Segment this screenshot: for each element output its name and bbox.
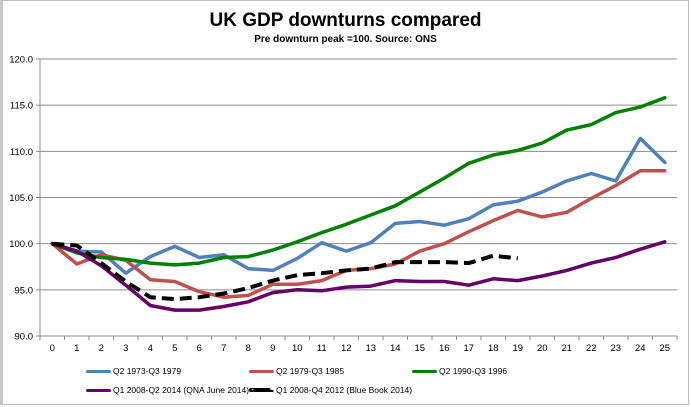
x-tick-label: 24 xyxy=(635,343,646,354)
series-line-2 xyxy=(50,96,667,267)
legend-label: Q2 1973-Q3 1979 xyxy=(113,366,182,376)
legend-swatch xyxy=(249,388,274,392)
x-tick-label: 12 xyxy=(341,343,352,354)
y-tick-label: 105.0 xyxy=(9,193,33,204)
x-tick-label: 6 xyxy=(197,343,202,354)
x-tick-label: 22 xyxy=(586,343,597,354)
x-tick-label: 3 xyxy=(123,343,128,354)
x-tick-label: 25 xyxy=(659,343,670,354)
x-tick-label: 14 xyxy=(390,343,401,354)
legend-item: Q1 2008-Q4 2012 (Blue Book 2014) xyxy=(249,385,412,395)
x-tick-label: 7 xyxy=(221,343,226,354)
x-tick-label: 21 xyxy=(561,343,572,354)
legend-swatch xyxy=(86,369,111,373)
legend-label: Q1 2008-Q4 2012 (Blue Book 2014) xyxy=(276,385,413,395)
legend-swatch xyxy=(412,369,437,373)
legend-label: Q2 1990-Q3 1996 xyxy=(439,366,508,376)
legend-label: Q2 1979-Q3 1985 xyxy=(276,366,345,376)
x-tick-label: 2 xyxy=(99,343,104,354)
series-line-1 xyxy=(50,168,667,299)
x-tick-label: 9 xyxy=(270,343,275,354)
y-tick-label: 115.0 xyxy=(10,101,33,112)
x-tick-label: 11 xyxy=(317,343,327,354)
legend-item: Q2 1979-Q3 1985 xyxy=(249,366,344,376)
y-tick-label: 90.0 xyxy=(15,332,34,343)
x-tick-label: 4 xyxy=(148,343,153,354)
x-tick-label: 0 xyxy=(50,343,55,354)
legend-item: Q2 1990-Q3 1996 xyxy=(412,366,507,376)
chart-title: UK GDP downturns compared xyxy=(209,10,482,31)
legend-swatch xyxy=(249,369,274,373)
y-tick-label: 120.0 xyxy=(9,55,33,66)
x-tick-label: 17 xyxy=(463,343,474,354)
x-tick-label: 20 xyxy=(537,343,548,354)
legend-item: Q1 2008-Q2 2014 (QNA June 2014) xyxy=(86,385,249,395)
series-line-3 xyxy=(50,240,667,312)
x-tick-label: 19 xyxy=(512,343,523,354)
y-tick-label: 100.0 xyxy=(9,239,33,250)
series-line-4 xyxy=(52,241,519,302)
y-tick-label: 110.0 xyxy=(10,147,33,158)
x-tick-label: 15 xyxy=(414,343,425,354)
x-tick-label: 13 xyxy=(365,343,376,354)
x-tick-label: 1 xyxy=(74,343,79,354)
chart-subtitle: Pre downturn peak =100. Source: ONS xyxy=(254,34,437,45)
series-line-0 xyxy=(50,136,667,275)
x-tick-label: 5 xyxy=(172,343,177,354)
x-tick-label: 18 xyxy=(488,343,499,354)
x-tick-label: 16 xyxy=(439,343,450,354)
legend-swatch xyxy=(86,388,111,392)
y-tick-label: 95.0 xyxy=(15,285,34,296)
legend-item: Q2 1973-Q3 1979 xyxy=(86,366,181,376)
x-tick-label: 10 xyxy=(292,343,303,354)
x-tick-label: 23 xyxy=(610,343,621,354)
legend-label: Q1 2008-Q2 2014 (QNA June 2014) xyxy=(113,385,250,395)
x-tick-label: 8 xyxy=(246,343,251,354)
